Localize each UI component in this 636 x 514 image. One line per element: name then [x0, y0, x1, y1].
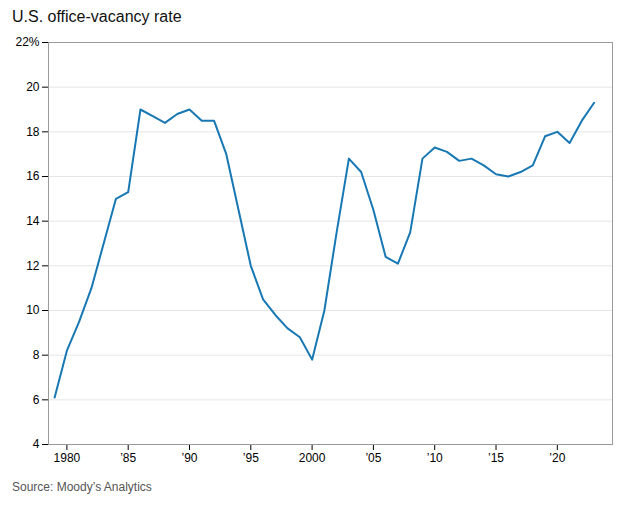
svg-text:16: 16: [26, 169, 40, 183]
svg-text:22%: 22%: [15, 35, 39, 49]
svg-text:12: 12: [26, 259, 40, 273]
svg-text:14: 14: [26, 214, 40, 228]
svg-text:’85: ’85: [120, 451, 136, 465]
html-text:Source: Moody’s Analytics: Source: Moody’s Analytics: [12, 480, 152, 494]
html-text:U.S. office-vacancy rate: U.S. office-vacancy rate: [12, 8, 182, 25]
svg-text:’15: ’15: [488, 451, 504, 465]
svg-text:6: 6: [33, 393, 40, 407]
svg-text:8: 8: [33, 348, 40, 362]
svg-text:’05: ’05: [365, 451, 381, 465]
svg-text:10: 10: [26, 303, 40, 317]
svg-text:’20: ’20: [549, 451, 565, 465]
svg-text:’95: ’95: [243, 451, 259, 465]
svg-text:’90: ’90: [181, 451, 197, 465]
svg-text:2000: 2000: [299, 451, 326, 465]
svg-text:18: 18: [26, 125, 40, 139]
svg-text:’10: ’10: [427, 451, 443, 465]
svg-text:1980: 1980: [54, 451, 81, 465]
svg-text:20: 20: [26, 80, 40, 94]
svg-text:4: 4: [33, 437, 40, 451]
